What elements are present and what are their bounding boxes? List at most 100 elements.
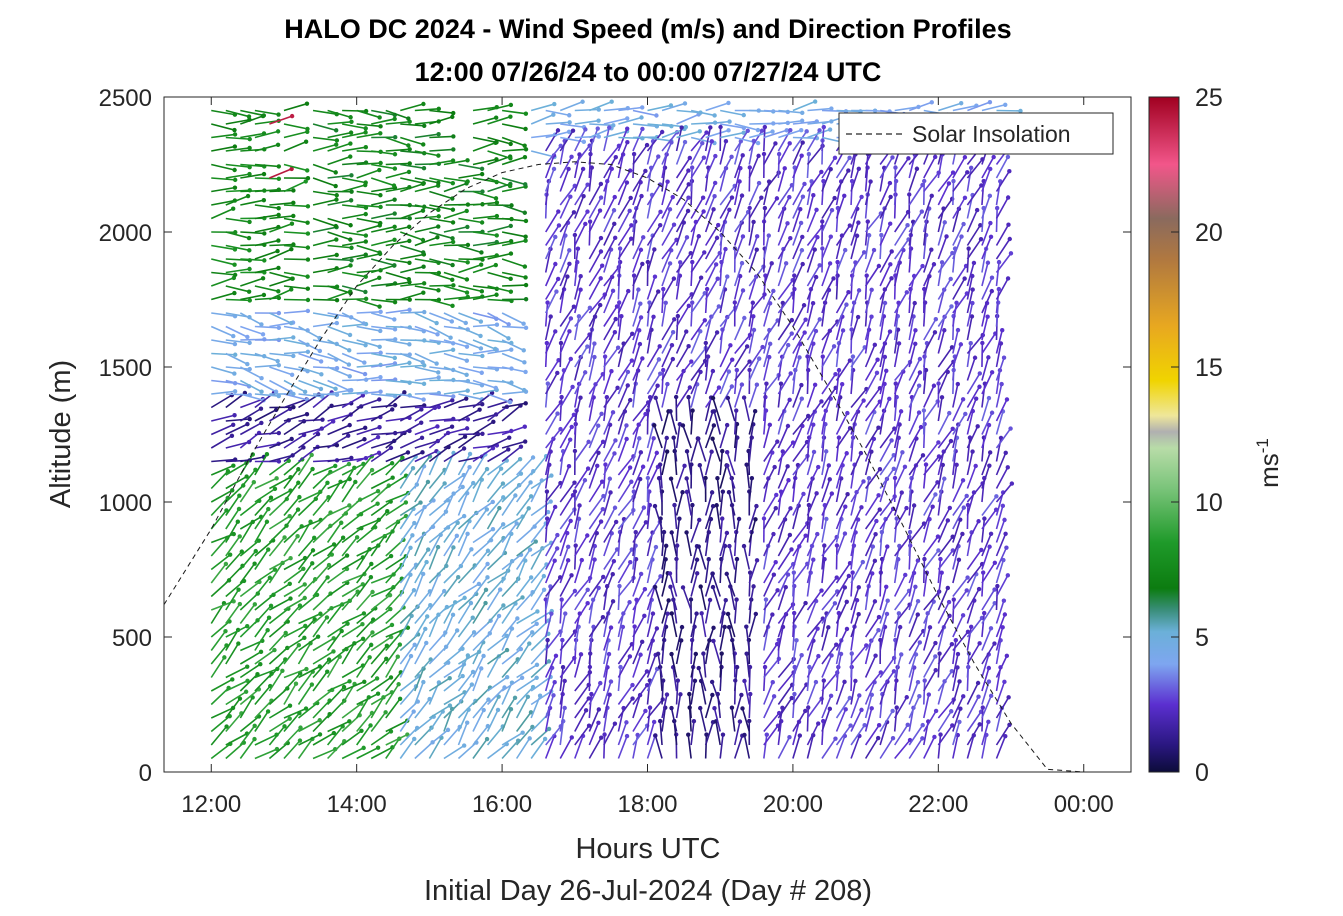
wind-barb-head xyxy=(848,358,852,362)
wind-barb-head xyxy=(642,505,646,509)
wind-barb-head xyxy=(245,664,249,668)
wind-barb-head xyxy=(266,709,270,713)
wind-barb-head xyxy=(799,221,803,225)
wind-barb-head xyxy=(876,426,880,430)
wind-barb-head xyxy=(885,544,889,548)
wind-barb-head xyxy=(643,587,647,591)
wind-barb-head xyxy=(333,387,337,391)
wind-barb-head xyxy=(859,451,863,455)
wind-barb-head xyxy=(938,557,942,561)
wind-barb-head xyxy=(252,480,256,484)
wind-barb-head xyxy=(888,181,892,185)
wind-barb-head xyxy=(262,293,266,297)
wind-barb-head xyxy=(469,547,473,551)
wind-barb-head xyxy=(363,180,367,184)
wind-barb-head xyxy=(697,518,701,522)
wind-barb-head xyxy=(310,561,314,565)
wind-barb-head xyxy=(334,170,338,174)
wind-barb-head xyxy=(549,499,553,503)
wind-barb-head xyxy=(406,450,410,454)
wind-barb-head xyxy=(648,705,652,709)
wind-barb-head xyxy=(393,135,397,139)
wind-barb-head xyxy=(900,450,904,454)
wind-barb-head xyxy=(411,466,415,470)
wind-barb-head xyxy=(614,520,618,524)
wind-barb-head xyxy=(826,625,830,629)
wind-barb-head xyxy=(275,249,279,253)
wind-barb-head xyxy=(318,349,322,353)
wind-barb-head xyxy=(247,114,251,118)
wind-barb-head xyxy=(742,395,746,399)
wind-barb-head xyxy=(435,332,439,336)
wind-barb xyxy=(924,681,925,705)
wind-barb-head xyxy=(867,476,871,480)
wind-barb-head xyxy=(259,390,263,394)
wind-barb-head xyxy=(485,467,489,471)
wind-barb-head xyxy=(390,475,394,479)
wind-barb-head xyxy=(508,400,512,404)
wind-barb-head xyxy=(625,116,629,120)
wind-barb-head xyxy=(534,539,538,543)
wind-barb-head xyxy=(392,117,396,121)
wind-barb-head xyxy=(787,195,791,199)
wind-barb-head xyxy=(692,719,696,723)
wind-barb-head xyxy=(638,301,642,305)
wind-barb xyxy=(764,127,765,151)
wind-barb-head xyxy=(289,247,293,251)
wind-barb-head xyxy=(425,614,429,618)
wind-barb-head xyxy=(865,273,869,277)
wind-barb-head xyxy=(898,625,902,629)
wind-barb-head xyxy=(435,424,439,428)
wind-barb-head xyxy=(497,506,501,510)
wind-barb-head xyxy=(450,236,454,240)
wind-barb-head xyxy=(617,584,621,588)
wind-barb-head xyxy=(784,261,788,265)
wind-barb xyxy=(851,330,852,354)
wind-barb-head xyxy=(747,206,751,210)
wind-barb-head xyxy=(833,736,837,740)
wind-barb-head xyxy=(626,383,630,387)
wind-barb-head xyxy=(375,502,379,506)
wind-barb xyxy=(895,168,896,192)
wind-barb-head xyxy=(277,326,281,330)
wind-barb-head xyxy=(889,438,893,442)
wind-barb-head xyxy=(480,371,484,375)
wind-barb-head xyxy=(702,155,706,159)
wind-barb-head xyxy=(468,452,472,456)
wind-barb-head xyxy=(742,679,746,683)
wind-barb-head xyxy=(658,210,662,214)
wind-barb-head xyxy=(295,534,299,538)
wind-barb-head xyxy=(715,330,719,334)
wind-barb-head xyxy=(729,155,733,159)
wind-barb-head xyxy=(523,155,527,159)
wind-barb-head xyxy=(376,435,380,439)
wind-barb-head xyxy=(803,533,807,537)
wind-barb-head xyxy=(611,289,615,293)
wind-barb-head xyxy=(934,317,938,321)
wind-barb-head xyxy=(378,124,382,128)
wind-barb-head xyxy=(411,709,415,713)
wind-barb-head xyxy=(640,105,644,109)
wind-barb-head xyxy=(629,480,633,484)
wind-barb-head xyxy=(236,587,240,591)
wind-barb-head xyxy=(788,141,792,145)
wind-barb-head xyxy=(479,346,483,350)
wind-barb-head xyxy=(637,436,641,440)
wind-barb-head xyxy=(567,329,571,333)
wind-barb-head xyxy=(624,423,628,427)
wind-barb-head xyxy=(481,654,485,658)
wind-barb-head xyxy=(422,166,426,170)
wind-barb-head xyxy=(237,493,241,497)
wind-barb-head xyxy=(916,680,920,684)
wind-barb-head xyxy=(296,507,300,511)
wind-barb-head xyxy=(331,649,335,653)
wind-barb-head xyxy=(607,652,611,656)
wind-barb-head xyxy=(614,155,618,159)
wind-barb-head xyxy=(434,361,438,365)
wind-barb-head xyxy=(724,139,728,143)
wind-barb-head xyxy=(305,168,309,172)
wind-barb-head xyxy=(524,297,528,301)
wind-barb-head xyxy=(364,297,368,301)
wind-barb xyxy=(342,111,366,112)
wind-barb-head xyxy=(494,293,498,297)
